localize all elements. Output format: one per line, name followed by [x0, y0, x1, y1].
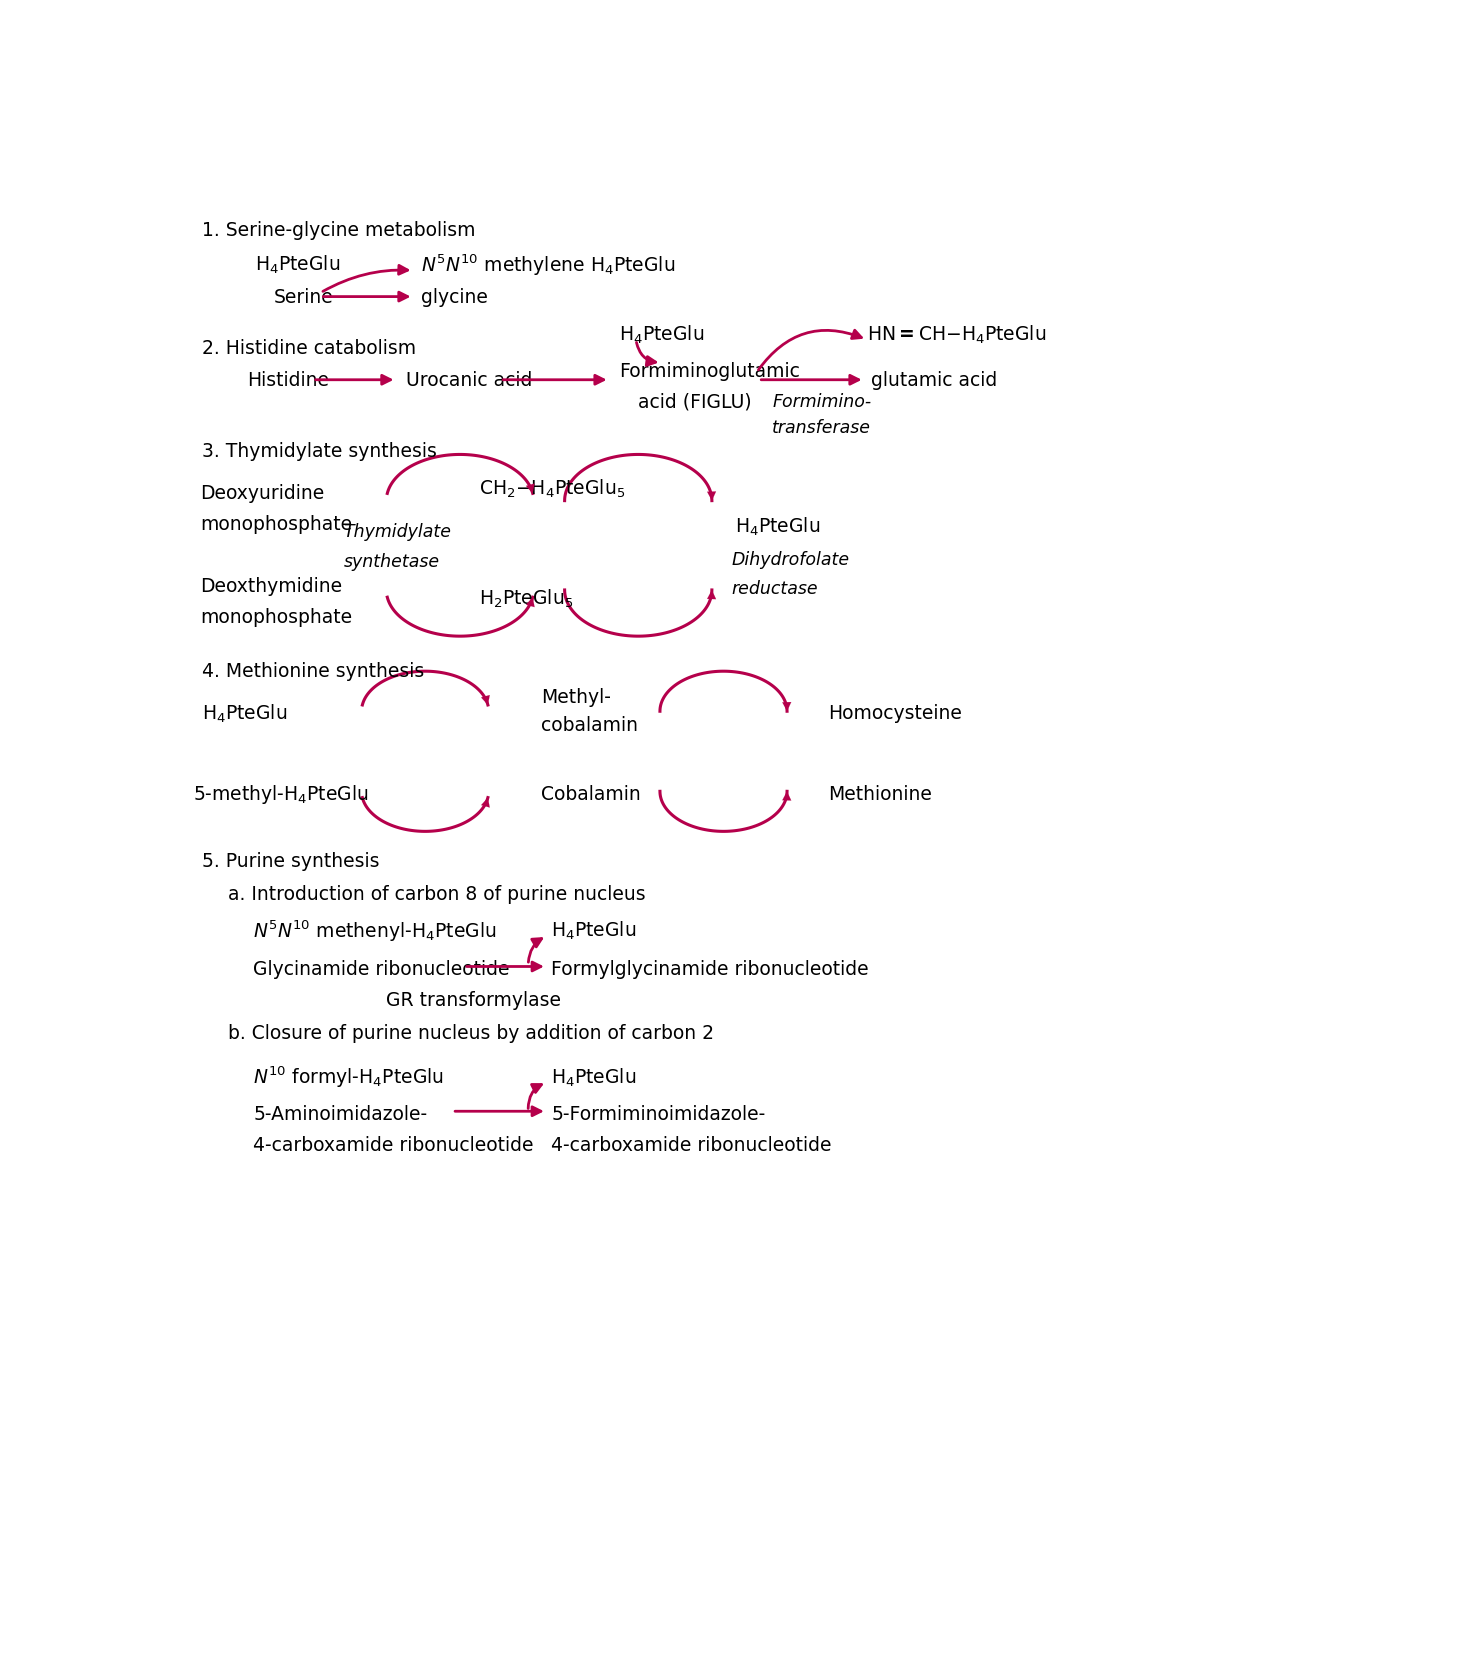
Text: Homocysteine: Homocysteine: [828, 704, 961, 722]
Text: $N^5$$N^{10}$ methylene H$_4$PteGlu: $N^5$$N^{10}$ methylene H$_4$PteGlu: [422, 253, 676, 278]
Text: Histidine: Histidine: [247, 371, 328, 389]
Text: 1. Serine-glycine metabolism: 1. Serine-glycine metabolism: [203, 221, 475, 240]
Text: Dihydrofolate: Dihydrofolate: [731, 551, 849, 569]
Text: CH$_2$$-$H$_4$PteGlu$_5$: CH$_2$$-$H$_4$PteGlu$_5$: [479, 478, 626, 499]
Text: 5-Aminoimidazole-: 5-Aminoimidazole-: [253, 1105, 427, 1123]
Text: 5-Formiminoimidazole-: 5-Formiminoimidazole-: [552, 1105, 766, 1123]
Text: synthetase: synthetase: [343, 552, 439, 571]
Text: monophosphate: monophosphate: [200, 514, 352, 534]
Text: H$_4$PteGlu: H$_4$PteGlu: [254, 255, 340, 276]
Text: Urocanic acid: Urocanic acid: [405, 371, 532, 389]
Text: 2. Histidine catabolism: 2. Histidine catabolism: [203, 339, 416, 358]
Text: 4-carboxamide ribonucleotide: 4-carboxamide ribonucleotide: [253, 1135, 534, 1155]
Text: Thymidylate: Thymidylate: [343, 522, 451, 541]
Text: Deoxthymidine: Deoxthymidine: [200, 576, 343, 596]
Text: H$_4$PteGlu: H$_4$PteGlu: [552, 920, 636, 942]
Text: Methionine: Methionine: [828, 784, 932, 804]
Text: HN$\mathbf{=}$CH$-$H$_4$PteGlu: HN$\mathbf{=}$CH$-$H$_4$PteGlu: [867, 323, 1046, 346]
Text: a. Introduction of carbon 8 of purine nucleus: a. Introduction of carbon 8 of purine nu…: [228, 884, 645, 904]
Text: cobalamin: cobalamin: [541, 716, 639, 735]
Text: H$_4$PteGlu: H$_4$PteGlu: [735, 516, 821, 537]
Text: $N^{10}$ formyl-H$_4$PteGlu: $N^{10}$ formyl-H$_4$PteGlu: [253, 1065, 444, 1090]
Text: Serine: Serine: [274, 288, 334, 306]
Text: H$_4$PteGlu: H$_4$PteGlu: [552, 1067, 636, 1088]
Text: Deoxyuridine: Deoxyuridine: [200, 484, 324, 503]
Text: GR transformylase: GR transformylase: [386, 990, 562, 1010]
Text: H$_4$PteGlu: H$_4$PteGlu: [203, 702, 287, 724]
Text: Cobalamin: Cobalamin: [541, 784, 640, 804]
Text: Methyl-: Methyl-: [541, 689, 611, 707]
Text: H$_4$PteGlu: H$_4$PteGlu: [618, 323, 704, 346]
Text: 5. Purine synthesis: 5. Purine synthesis: [203, 852, 380, 870]
Text: monophosphate: monophosphate: [200, 607, 352, 626]
Text: 4-carboxamide ribonucleotide: 4-carboxamide ribonucleotide: [552, 1135, 833, 1155]
Text: 5-methyl-H$_4$PteGlu: 5-methyl-H$_4$PteGlu: [192, 782, 368, 805]
Text: 4. Methionine synthesis: 4. Methionine synthesis: [203, 662, 424, 681]
Text: b. Closure of purine nucleus by addition of carbon 2: b. Closure of purine nucleus by addition…: [228, 1023, 713, 1043]
Text: Formiminoglutamic: Formiminoglutamic: [618, 361, 800, 381]
Text: 3. Thymidylate synthesis: 3. Thymidylate synthesis: [203, 443, 436, 461]
Text: H$_2$PteGlu$_5$: H$_2$PteGlu$_5$: [479, 587, 574, 609]
Text: $N^5$$N^{10}$ methenyl-H$_4$PteGlu: $N^5$$N^{10}$ methenyl-H$_4$PteGlu: [253, 919, 497, 943]
Text: acid (FIGLU): acid (FIGLU): [639, 393, 751, 411]
Text: glycine: glycine: [422, 288, 488, 306]
Text: glutamic acid: glutamic acid: [871, 371, 997, 389]
Text: reductase: reductase: [731, 579, 818, 597]
Text: Formylglycinamide ribonucleotide: Formylglycinamide ribonucleotide: [552, 960, 870, 978]
Text: Glycinamide ribonucleotide: Glycinamide ribonucleotide: [253, 960, 510, 978]
Text: transferase: transferase: [772, 419, 871, 438]
Text: Formimino-: Formimino-: [772, 393, 871, 411]
